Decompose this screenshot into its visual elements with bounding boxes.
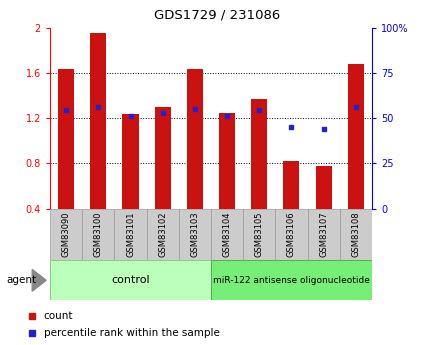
Text: percentile rank within the sample: percentile rank within the sample	[44, 328, 219, 338]
Text: GSM83103: GSM83103	[190, 211, 199, 257]
Text: GSM83108: GSM83108	[351, 211, 359, 257]
Bar	[90, 33, 106, 209]
Polygon shape	[32, 269, 46, 291]
Bar	[122, 114, 138, 209]
Bar	[58, 69, 74, 209]
Text: count: count	[44, 311, 73, 321]
Bar	[178, 209, 210, 260]
Bar	[219, 112, 235, 209]
Text: agent: agent	[7, 275, 36, 285]
Text: GSM83102: GSM83102	[158, 211, 167, 257]
Text: GSM83100: GSM83100	[94, 211, 102, 257]
Bar	[275, 209, 307, 260]
Bar	[50, 209, 82, 260]
Text: GSM83104: GSM83104	[222, 211, 231, 257]
Text: control: control	[111, 275, 149, 285]
Bar	[146, 209, 178, 260]
Text: GSM83105: GSM83105	[254, 211, 263, 257]
Bar	[210, 260, 371, 300]
Bar	[251, 99, 267, 209]
Bar	[114, 209, 146, 260]
Bar	[210, 209, 243, 260]
Bar	[307, 209, 339, 260]
Bar	[283, 161, 299, 209]
Text: GDS1729 / 231086: GDS1729 / 231086	[154, 9, 280, 22]
Bar	[187, 69, 203, 209]
Bar	[50, 260, 210, 300]
Text: GSM83090: GSM83090	[62, 211, 70, 257]
Text: GSM83106: GSM83106	[286, 211, 295, 257]
Text: GSM83107: GSM83107	[319, 211, 327, 257]
Bar	[243, 209, 275, 260]
Bar	[339, 209, 371, 260]
Text: GSM83101: GSM83101	[126, 211, 135, 257]
Text: miR-122 antisense oligonucleotide: miR-122 antisense oligonucleotide	[213, 276, 369, 285]
Bar	[347, 64, 363, 209]
Bar	[82, 209, 114, 260]
Bar	[315, 166, 331, 209]
Bar	[155, 107, 171, 209]
